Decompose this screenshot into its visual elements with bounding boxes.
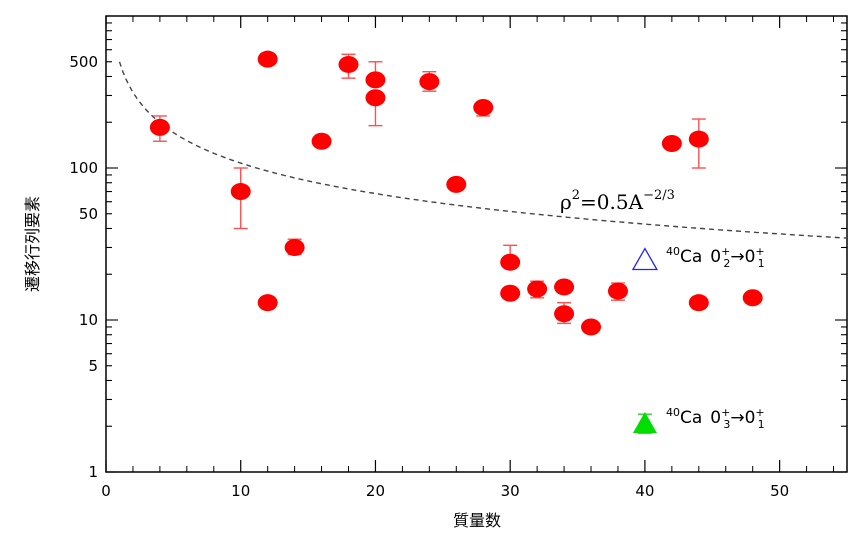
data-point [311, 132, 332, 150]
data-point [473, 99, 494, 117]
anno2-from-sup: + [721, 406, 730, 419]
curve-label-rho: ρ [560, 190, 572, 214]
x-tick-label: 30 [501, 482, 520, 500]
x-tick-label: 50 [770, 482, 789, 500]
data-point-filled-triangle [632, 412, 657, 434]
y-tick-label: 100 [69, 159, 98, 177]
data-point [257, 294, 278, 312]
x-tick-label: 10 [231, 482, 250, 500]
anno2-to-sub: 1 [758, 418, 765, 431]
anno1-iso: 40 [666, 245, 680, 258]
x-axis-title: 質量数 [453, 511, 501, 530]
anno2-iso: 40 [666, 406, 680, 419]
y-tick-label: 500 [69, 53, 98, 71]
anno1-to-sup: + [755, 245, 764, 258]
data-point [365, 71, 386, 89]
data-point [742, 289, 763, 307]
data-point [688, 130, 709, 148]
model-curve [118, 61, 848, 239]
anno1-elem: Ca [680, 247, 702, 267]
anno1-to: 0 [745, 247, 756, 267]
anno2-from: 0 [710, 408, 721, 428]
anno2-elem: Ca [680, 408, 702, 428]
data-point [688, 294, 709, 312]
data-point [500, 253, 521, 271]
anno2-to: 0 [745, 408, 756, 428]
data-point [554, 305, 575, 323]
curve-label-rest-exp: −2/3 [643, 188, 675, 203]
curve-layer [118, 61, 848, 239]
curve-label-rest: =0.5A [580, 190, 644, 214]
anno2-arrow: → [730, 408, 744, 428]
anno1-from-sub: 2 [723, 257, 730, 270]
data-point [230, 183, 251, 201]
curve-label-exp: 2 [572, 188, 580, 203]
curve-label: ρ2=0.5A−2/3 [560, 188, 675, 214]
data-point [607, 282, 628, 300]
anno1-arrow: → [730, 247, 744, 267]
data-point [338, 55, 359, 73]
data-point [554, 278, 575, 296]
y-tick-label: 1 [88, 463, 98, 481]
y-axis-title: 遷移行列要素 [23, 196, 42, 292]
anno2-to-sup: + [755, 406, 764, 419]
data-point [527, 280, 548, 298]
x-tick-label: 40 [635, 482, 654, 500]
data-point [149, 118, 170, 136]
annotation-ca40-03: 40Ca 0+ 3→0+ 1 [666, 406, 765, 431]
annotation-ca40-02: 40Ca 0+ 2→0+ 1 [666, 245, 765, 270]
data-point [661, 134, 682, 152]
data-point [365, 89, 386, 107]
data-point [419, 73, 440, 91]
anno2-from-sub: 3 [723, 418, 730, 431]
y-tick-label: 50 [79, 205, 98, 223]
x-tick-label: 20 [366, 482, 385, 500]
data-point [284, 238, 305, 256]
y-tick-label: 5 [88, 357, 98, 375]
anno1-from-sup: + [721, 245, 730, 258]
data-point [500, 284, 521, 302]
data-point [581, 318, 602, 336]
data-point [446, 175, 467, 193]
data-point [257, 50, 278, 68]
points-layer [149, 50, 763, 434]
plot-frame [105, 15, 848, 473]
x-tick-label: 0 [101, 482, 111, 500]
y-tick-label: 10 [79, 311, 98, 329]
data-point-open-triangle [631, 247, 659, 271]
anno1-to-sub: 1 [758, 257, 765, 270]
anno1-from: 0 [710, 247, 721, 267]
